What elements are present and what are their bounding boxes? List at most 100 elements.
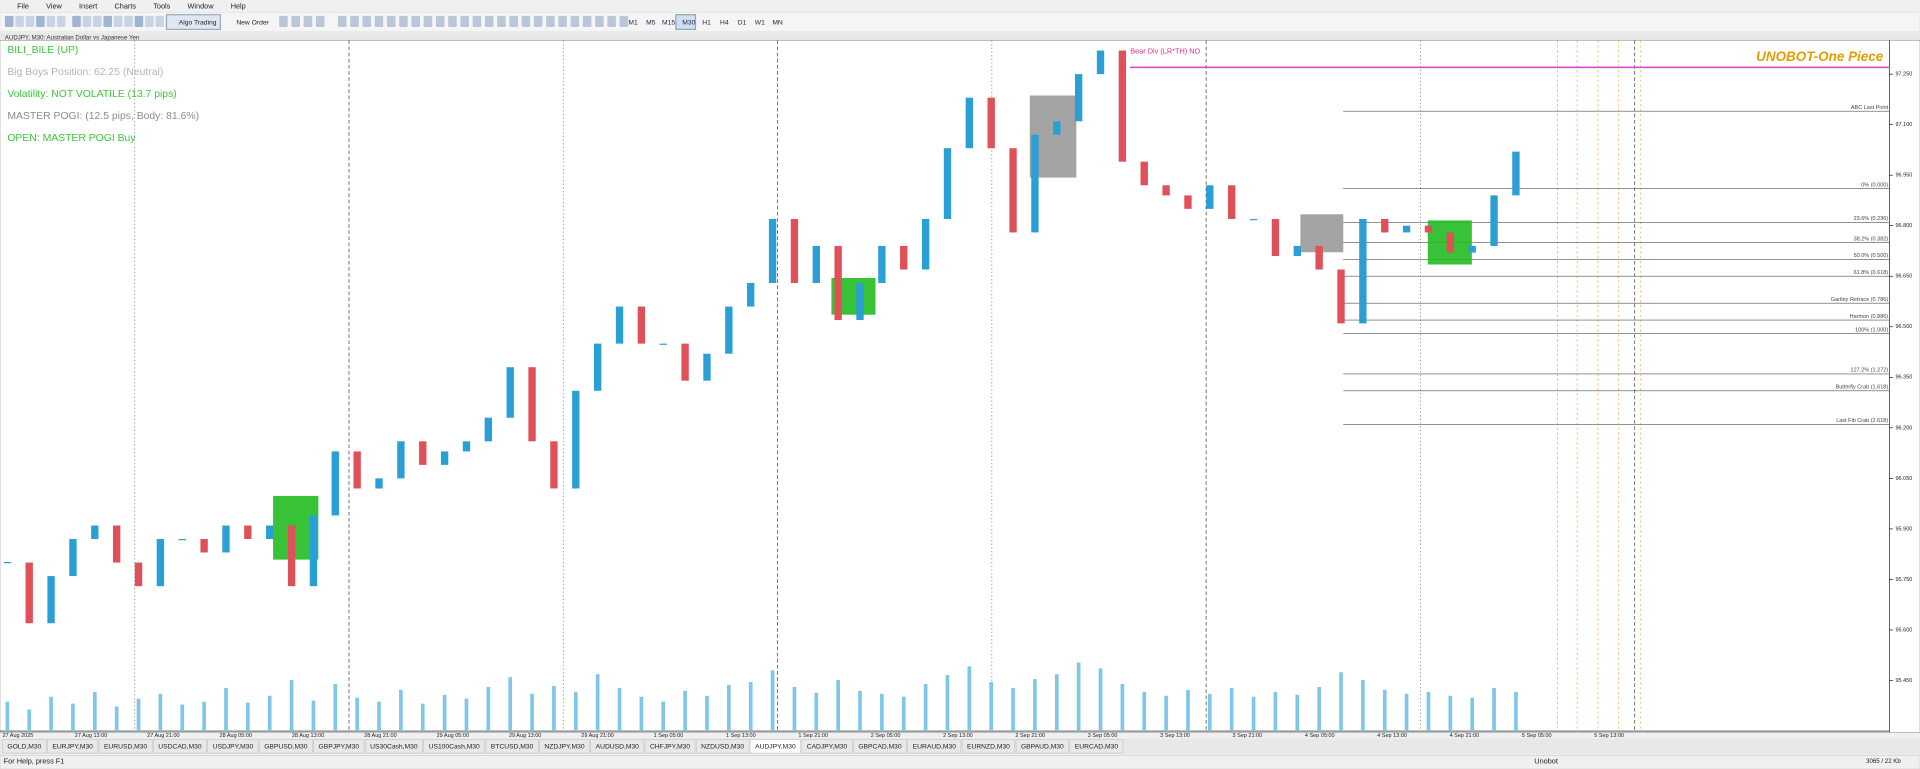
tab-label[interactable]: AUDJPY,M30 [755,744,796,751]
toolbar-icon[interactable] [374,15,384,27]
toolbar-icon[interactable] [546,15,555,27]
tab-label[interactable]: GBPAUD,M30 [1021,744,1064,751]
tab[interactable] [2,739,47,754]
toolbar-icon[interactable] [56,15,66,27]
new-order-label[interactable]: New Order [236,19,269,26]
toolbar-icon[interactable] [103,15,113,27]
tab-label[interactable]: CHFJPY,M30 [650,744,690,751]
toolbar-icon[interactable] [448,15,457,27]
tab-label[interactable]: US100Cash,M30 [429,744,480,751]
tab[interactable] [961,739,1016,754]
tab[interactable] [696,739,750,754]
toolbar-icon[interactable] [15,15,24,27]
toolbar-icon[interactable] [82,15,92,27]
toolbar-icon[interactable] [124,15,133,27]
toolbar-icon[interactable] [303,15,313,27]
toolbar-icon[interactable] [46,15,56,27]
tab[interactable] [259,739,313,754]
toolbar-icon[interactable] [4,15,14,27]
timeframe[interactable]: D1 [738,19,747,26]
timeframe[interactable]: H4 [720,19,729,26]
toolbar-icon[interactable] [619,15,629,27]
toolbar-icon[interactable] [362,15,372,27]
toolbar-icon[interactable] [291,15,300,27]
timeframe[interactable]: M30 [682,19,695,26]
timeframe[interactable]: M15 [662,19,675,26]
toolbar-icon[interactable] [595,15,604,27]
menu-item[interactable]: View [46,2,62,11]
tab-label[interactable]: US30Cash,M30 [370,744,418,751]
toolbar-icon[interactable] [607,15,616,27]
tab[interactable] [590,739,645,754]
toolbar-icon[interactable] [134,15,144,27]
menu-item[interactable]: Tools [153,2,170,11]
algo-trading-button[interactable] [165,14,222,31]
tab-label[interactable]: BTCUSD,M30 [491,744,534,751]
tab-label[interactable]: EURCAD,M30 [1075,744,1119,751]
toolbar-icon[interactable] [279,15,288,27]
tab[interactable] [313,739,365,754]
toolbar-icon[interactable] [25,15,35,27]
tab-label[interactable]: USDCAD,M30 [158,744,202,751]
toolbar-icon[interactable] [435,15,445,27]
toolbar-icon[interactable] [113,15,123,27]
tab-label[interactable]: AUDUSD,M30 [596,744,640,751]
tab[interactable] [644,739,696,754]
toolbar-icon[interactable] [315,15,325,27]
toolbar-icon[interactable] [472,15,482,27]
timeframe[interactable]: M5 [646,19,656,26]
tab[interactable] [801,739,853,754]
menu-item[interactable]: Insert [79,2,97,11]
timeframe[interactable]: M1 [628,19,638,26]
toolbar-icon[interactable] [460,15,469,27]
tab-label[interactable]: GBPJPY,M30 [319,744,360,751]
tab-label[interactable]: GBPUSD,M30 [264,744,308,751]
toolbar-icon[interactable] [36,15,45,27]
toolbar-icon[interactable] [570,15,580,27]
toolbar-icon[interactable] [411,15,420,27]
tab[interactable] [47,739,99,754]
tab-label[interactable]: EURAUD,M30 [913,744,957,751]
toolbar-icon[interactable] [509,15,518,27]
timeframe[interactable]: H1 [702,19,711,26]
tab[interactable] [153,739,207,754]
tab[interactable] [539,739,590,754]
toolbar-icon[interactable] [484,15,494,27]
menu-item[interactable]: File [17,2,29,11]
tab[interactable] [207,739,259,754]
tab-label[interactable]: EURUSD,M30 [104,744,148,751]
tab-label[interactable]: GBPCAD,M30 [858,744,902,751]
toolbar-icon[interactable] [497,15,506,27]
timeframe[interactable]: W1 [755,19,765,26]
tab-label[interactable]: USDJPY,M30 [213,744,254,751]
tab[interactable] [749,739,801,754]
tab-label[interactable]: NZDJPY,M30 [544,744,584,751]
toolbar-icon[interactable] [533,15,543,27]
menu-item[interactable]: Window [187,2,214,11]
toolbar-icon[interactable] [72,15,81,27]
toolbar-icon[interactable] [582,15,592,27]
menu-item[interactable]: Help [231,2,246,11]
tab[interactable] [98,739,153,754]
tab[interactable] [853,739,907,754]
tab[interactable] [1069,739,1124,754]
tab[interactable] [907,739,962,754]
tab[interactable] [485,739,539,754]
toolbar-icon[interactable] [155,15,165,27]
toolbar-icon[interactable] [145,15,154,27]
tab-label[interactable]: EURJPY,M30 [52,744,93,751]
toolbar-icon[interactable] [386,15,396,27]
timeframe[interactable]: MN [772,19,783,26]
toolbar-icon[interactable] [423,15,433,27]
toolbar-icon[interactable] [399,15,408,27]
tab-label[interactable]: EURNZD,M30 [967,744,1010,751]
tab-label[interactable]: GOLD,M30 [7,744,41,751]
tab-label[interactable]: NZDUSD,M30 [701,744,744,751]
tab[interactable] [365,739,423,754]
tab-label[interactable]: CADJPY,M30 [807,744,848,751]
toolbar-icon[interactable] [93,15,102,27]
toolbar-icon[interactable] [558,15,567,27]
tab[interactable] [1015,739,1069,754]
toolbar-icon[interactable] [521,15,531,27]
menu-item[interactable]: Charts [114,2,136,11]
